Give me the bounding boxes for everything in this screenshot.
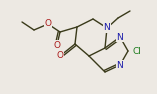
Text: N: N xyxy=(104,24,110,33)
Text: N: N xyxy=(117,33,123,41)
Text: O: O xyxy=(57,52,63,61)
Text: O: O xyxy=(54,41,60,50)
Text: O: O xyxy=(44,19,51,28)
Text: Cl: Cl xyxy=(133,47,142,55)
Text: N: N xyxy=(117,61,123,69)
